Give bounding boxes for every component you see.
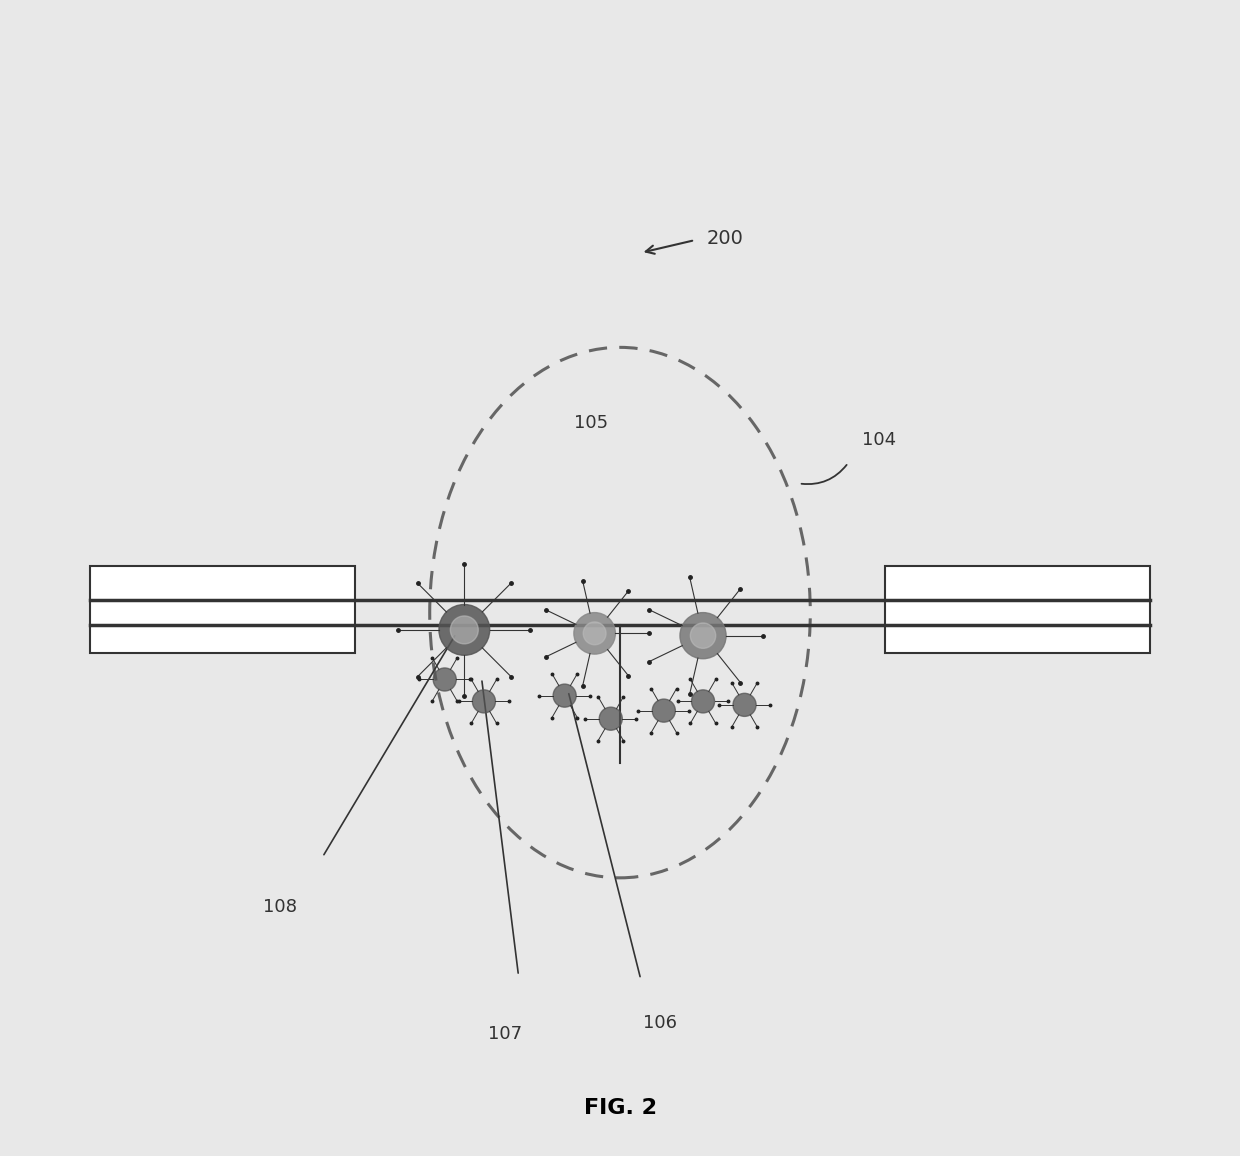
Circle shape (439, 605, 490, 655)
Text: 104: 104 (862, 431, 897, 450)
Text: 200: 200 (707, 229, 743, 247)
Bar (89, 566, 355, 653)
Circle shape (583, 622, 606, 645)
Text: 105: 105 (574, 414, 609, 432)
Circle shape (472, 690, 496, 713)
Circle shape (599, 707, 622, 731)
Circle shape (450, 616, 479, 644)
Text: 107: 107 (487, 1025, 522, 1043)
Text: FIG. 2: FIG. 2 (584, 1098, 656, 1119)
Circle shape (733, 694, 756, 717)
Circle shape (680, 613, 727, 659)
Circle shape (553, 684, 577, 707)
Circle shape (691, 623, 715, 649)
Bar (885, 566, 1151, 653)
Text: 106: 106 (644, 1014, 677, 1032)
Circle shape (574, 613, 615, 654)
Circle shape (652, 699, 676, 722)
Text: 108: 108 (263, 898, 296, 917)
Circle shape (433, 668, 456, 691)
Circle shape (692, 690, 714, 713)
